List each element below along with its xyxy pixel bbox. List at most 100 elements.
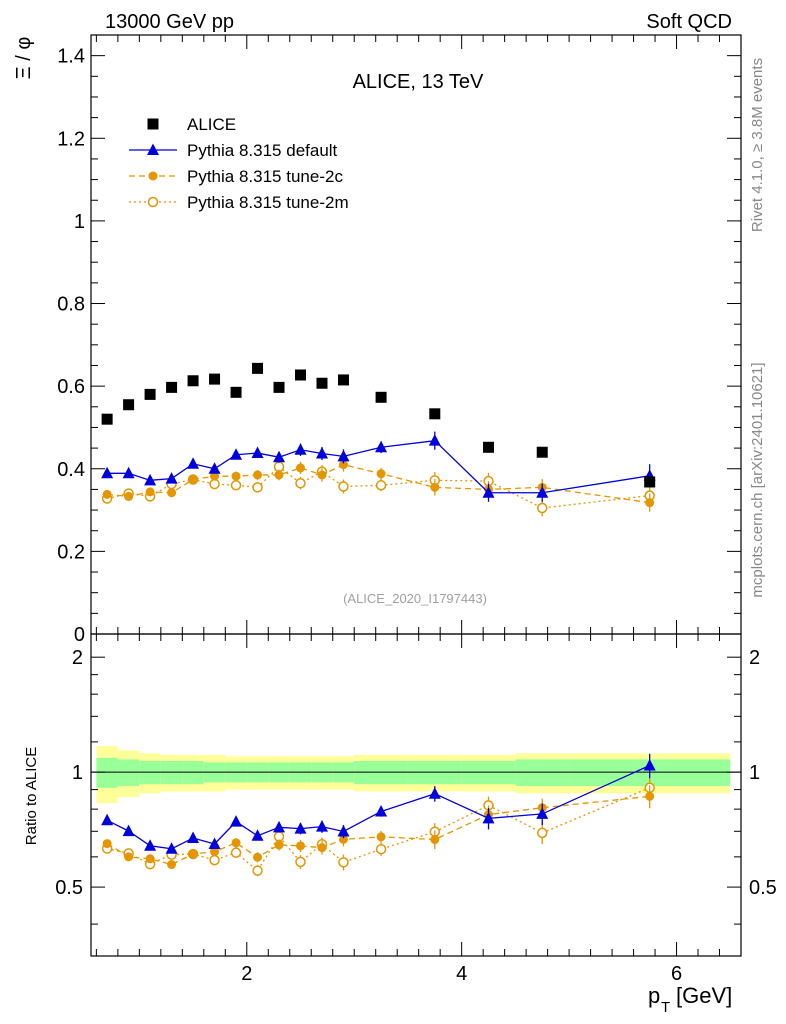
legend-label: ALICE — [187, 115, 236, 134]
data-point — [273, 381, 285, 393]
ratio-point — [210, 847, 220, 857]
ratio-tick-label-left: 0.5 — [55, 877, 83, 899]
data-point — [376, 469, 386, 479]
data-point — [274, 470, 284, 480]
band-inner — [117, 759, 140, 786]
legend-entry-2: Pythia 8.315 tune-2c — [129, 167, 343, 186]
ratio-point — [295, 856, 306, 868]
data-point — [375, 480, 387, 491]
data-point — [188, 474, 198, 484]
data-point — [375, 440, 388, 453]
legend: ALICE Pythia 8.315 default Pythia 8.315 tu… — [129, 115, 349, 212]
ratio-point — [337, 824, 350, 837]
data-point — [101, 466, 114, 479]
y-tick-label: 1 — [74, 211, 85, 233]
header-left: 13000 GeV pp — [105, 11, 234, 33]
data-point — [144, 388, 156, 400]
ratio-point — [296, 841, 306, 851]
data-point — [536, 486, 549, 498]
ratio-point — [274, 840, 284, 850]
ratio-point — [376, 832, 386, 842]
ratio-point — [253, 852, 263, 862]
legend-marker — [147, 196, 159, 208]
ratio-point — [230, 815, 243, 827]
data-point — [315, 446, 328, 459]
mcplots-label: mcplots.cern.ch [arXiv:2401.10621] — [749, 362, 766, 597]
ratio-point — [122, 824, 135, 837]
ratio-point — [430, 835, 440, 845]
ratio-point — [375, 843, 387, 855]
legend-marker — [147, 143, 159, 155]
ratio-series-line — [106, 795, 650, 866]
legend-marker — [147, 118, 159, 130]
y-tick-label: 0.8 — [57, 294, 85, 316]
data-point — [230, 480, 242, 491]
band-inner — [515, 759, 570, 786]
x-tick-label: 4 — [456, 963, 467, 985]
data-point — [123, 399, 135, 411]
data-point — [644, 476, 656, 488]
data-point — [645, 498, 655, 508]
ratio-tick-label-right: 2 — [749, 647, 760, 669]
ratio-point — [294, 822, 307, 834]
ratio-point — [230, 847, 242, 858]
x-tick-label: 2 — [241, 963, 252, 985]
ratio-point — [643, 759, 656, 771]
data-point — [273, 450, 286, 463]
ratio-point — [144, 839, 157, 851]
ratio-point — [165, 842, 178, 854]
data-point — [296, 463, 306, 473]
ratio-point — [317, 843, 327, 853]
data-point — [122, 466, 135, 479]
x-axis-label-unit: [GeV] — [676, 983, 732, 1008]
data-point — [295, 477, 306, 489]
data-point — [338, 481, 349, 492]
ratio-point — [167, 860, 177, 870]
data-point — [536, 446, 548, 458]
rivet-label: Rivet 4.1.0, ≥ 3.8M events — [749, 58, 766, 232]
data-point — [253, 470, 263, 480]
ratio-tick-label-left: 2 — [72, 647, 83, 669]
data-point — [124, 491, 134, 501]
ratio-point — [338, 857, 349, 868]
ratio-tick-label-right: 0.5 — [749, 877, 777, 899]
legend-label: Pythia 8.315 default — [187, 141, 338, 160]
x-axis-label: p T [GeV] — [648, 983, 732, 1016]
y-tick-label: 0 — [74, 624, 85, 646]
y-axis-label: Ξ / φ — [13, 37, 35, 80]
data-point — [187, 457, 200, 469]
data-point — [429, 408, 441, 420]
ratio-point — [273, 820, 286, 833]
legend-label: Pythia 8.315 tune-2m — [187, 193, 349, 212]
ratio-point — [536, 827, 548, 839]
data-point — [187, 375, 199, 387]
ratio-point — [338, 834, 348, 844]
data-point — [482, 486, 495, 498]
ratio-tick-label-right: 1 — [749, 762, 760, 784]
ratio-point — [645, 791, 655, 801]
data-point — [165, 472, 178, 484]
series-2 — [102, 457, 655, 870]
data-point — [295, 369, 307, 381]
y-tick-label: 1.2 — [57, 128, 85, 150]
ratio-point — [315, 820, 328, 832]
data-point — [252, 482, 263, 493]
series-0 — [101, 362, 656, 488]
y-tick-label: 0.4 — [57, 459, 85, 481]
data-point — [337, 449, 350, 462]
ratio-point — [251, 829, 264, 841]
data-point — [208, 462, 221, 474]
data-point — [252, 362, 264, 374]
ratio-point — [252, 865, 263, 876]
ratio-point — [209, 854, 220, 866]
data-point — [210, 471, 220, 481]
data-point — [430, 482, 440, 492]
data-point — [316, 377, 328, 389]
plot-axes: 2 4 6 0 0.2 0.4 0.6 0.8 1 1.2 1.4 0.5 0.5 1 1 2 2 — [55, 34, 777, 985]
x-axis-label-p: p — [648, 983, 660, 1008]
data-point — [428, 434, 441, 446]
ratio-point — [482, 811, 495, 824]
ratio-point — [428, 787, 441, 799]
data-point — [144, 473, 157, 486]
